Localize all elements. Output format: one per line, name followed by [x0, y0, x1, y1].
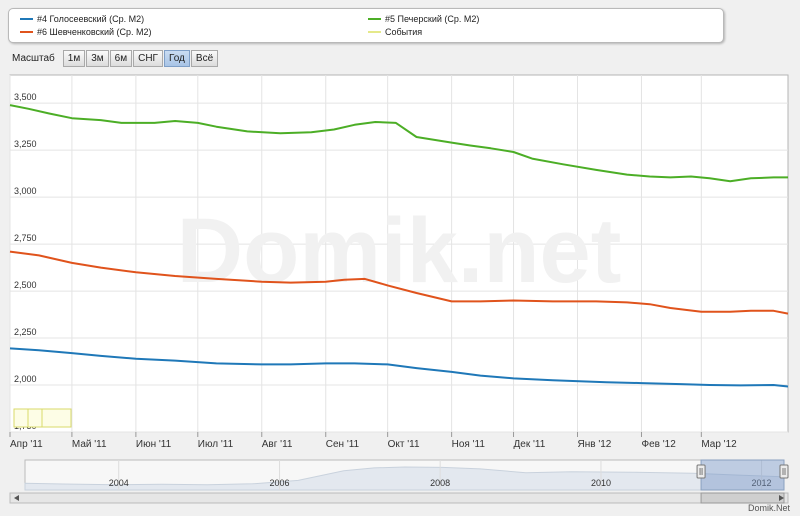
x-tick-label: Апр '11 [10, 439, 43, 450]
x-tick-label: Дек '11 [514, 439, 546, 450]
plot-area [9, 74, 789, 433]
navigator-series [24, 466, 785, 491]
scroll-left-arrow-icon[interactable] [14, 495, 19, 501]
navigator-year-label: 2006 [270, 478, 290, 488]
series-line-0[interactable] [9, 104, 788, 183]
legend-swatch [368, 31, 381, 33]
navigator-year-label: 2010 [591, 478, 611, 488]
x-tick-label: Июл '11 [198, 439, 234, 450]
zoom-selector: Масштаб 1м 3м 6м СНГ Год Всё [12, 50, 219, 67]
legend-item-events[interactable]: События [368, 27, 422, 37]
x-tick-label: Июн '11 [136, 439, 172, 450]
y-tick-label: 2,000 [14, 374, 37, 384]
y-tick-label: 3,000 [14, 186, 37, 196]
legend-label: #5 Печерский (Ср. M2) [385, 14, 480, 24]
zoom-label: Масштаб [12, 53, 55, 64]
zoom-all-button[interactable]: Всё [190, 50, 219, 67]
y-tick-label: 2,250 [14, 327, 37, 337]
x-tick-label: Авг '11 [262, 439, 293, 450]
scrollbar-track[interactable] [9, 492, 789, 504]
credit-link[interactable]: Domik.Net [747, 503, 790, 513]
navigator-selection[interactable] [700, 459, 785, 491]
scrollbar-thumb[interactable] [700, 492, 785, 504]
legend-item-golosievsky[interactable]: #4 Голосеевский (Ср. M2) [20, 14, 144, 24]
navigator-right-handle[interactable] [779, 464, 789, 479]
x-tick-label: Мар '12 [701, 439, 737, 450]
zoom-3m-button[interactable]: 3м [86, 50, 109, 67]
navigator-year-label: 2008 [430, 478, 450, 488]
legend-swatch [20, 31, 33, 33]
y-tick-label: 2,750 [14, 233, 37, 243]
legend-swatch [20, 18, 33, 20]
zoom-year-button[interactable]: Год [163, 50, 190, 67]
navigator-year-label: 2004 [109, 478, 129, 488]
zoom-ytd-button[interactable]: СНГ [133, 50, 163, 67]
watermark-text: Domik.net [177, 200, 622, 302]
legend: #4 Голосеевский (Ср. M2) #5 Печерский (С… [8, 8, 724, 43]
series-line-1[interactable] [9, 250, 789, 315]
x-tick-label: Май '11 [72, 439, 107, 450]
x-tick-label: Янв '12 [578, 439, 612, 450]
navigator-left-handle[interactable] [696, 464, 706, 479]
y-tick-label: 3,250 [14, 139, 37, 149]
legend-item-pechersky[interactable]: #5 Печерский (Ср. M2) [368, 14, 479, 24]
legend-label: #6 Шевченковский (Ср. M2) [37, 27, 152, 37]
x-tick-label: Окт '11 [388, 439, 420, 450]
legend-swatch [368, 18, 381, 20]
series-line-2[interactable] [9, 347, 789, 388]
y-tick-label: 2,500 [14, 280, 37, 290]
y-tick-label: 3,500 [14, 92, 37, 102]
legend-item-shevchenkovsky[interactable]: #6 Шевченковский (Ср. M2) [20, 27, 152, 37]
legend-label: События [385, 27, 423, 37]
x-tick-label: Фев '12 [641, 439, 676, 450]
legend-label: #4 Голосеевский (Ср. M2) [37, 14, 145, 24]
scroll-right-arrow-icon[interactable] [779, 495, 784, 501]
zoom-6m-button[interactable]: 6м [109, 50, 133, 67]
zoom-1m-button[interactable]: 1м [62, 50, 86, 67]
navigator-year-label: 2012 [752, 478, 772, 488]
x-tick-label: Сен '11 [326, 439, 360, 450]
x-tick-label: Ноя '11 [452, 439, 486, 450]
